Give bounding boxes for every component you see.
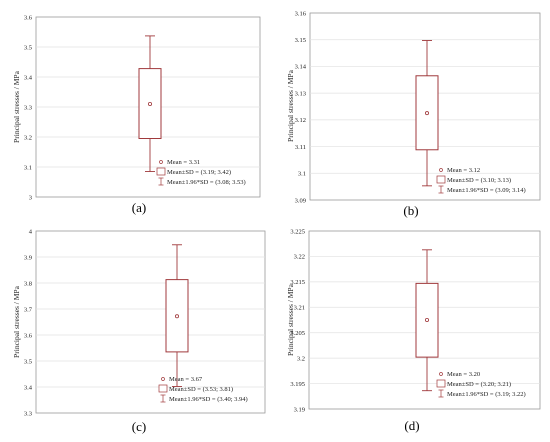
y-tick-label: 3.5 xyxy=(24,358,32,365)
y-tick-label: 3.225 xyxy=(290,228,305,235)
y-tick-label: 3.09 xyxy=(295,197,306,204)
y-axis-label: Principal stresses / MPa xyxy=(286,283,295,356)
legend-sd-text: Mean±SD = (3.10; 3.13) xyxy=(447,177,511,184)
y-tick-label: 3.3 xyxy=(24,104,32,111)
mean-marker xyxy=(424,111,429,116)
plot-frame xyxy=(308,230,541,410)
mean-marker xyxy=(424,317,429,322)
mean-marker xyxy=(174,314,179,319)
y-tick-label: 3.22 xyxy=(294,254,305,261)
y-axis-label: Principal stresses / MPa xyxy=(12,70,21,143)
legend-sd-symbol xyxy=(156,167,166,176)
legend-sd-symbol xyxy=(436,175,446,184)
panel-label: (a) xyxy=(132,200,146,215)
y-tick-label: 4 xyxy=(29,228,33,235)
y-tick-label: 3.195 xyxy=(290,381,305,388)
y-axis-label: Principal stresses / MPa xyxy=(12,285,21,358)
y-tick-label: 3.8 xyxy=(24,280,32,287)
y-tick-label: 3.14 xyxy=(295,64,307,71)
y-tick-label: 3.15 xyxy=(295,37,306,44)
legend-ci-text: Mean±1.96*SD = (3.19; 3.22) xyxy=(447,391,526,398)
legend-mean-text: Mean = 3.20 xyxy=(447,371,480,378)
y-tick-label: 3.12 xyxy=(295,117,306,124)
y-tick-label: 3.2 xyxy=(24,134,32,141)
y-tick-label: 3.6 xyxy=(24,14,33,21)
legend-ci-text: Mean±1.96*SD = (3.09; 3.14) xyxy=(447,187,526,194)
legend-mean-text: Mean = 3.12 xyxy=(447,167,480,174)
y-tick-label: 3.7 xyxy=(24,306,33,313)
y-tick-label: 3.1 xyxy=(298,171,306,178)
mean-marker xyxy=(147,102,152,107)
legend-mean-symbol xyxy=(159,160,163,164)
y-tick-label: 3.19 xyxy=(294,406,305,413)
legend-sd-text: Mean±SD = (3.53; 3.81) xyxy=(169,386,233,393)
legend-ci-text: Mean±1.96*SD = (3.08; 3.53) xyxy=(167,179,246,186)
y-tick-label: 3.215 xyxy=(290,279,305,286)
y-tick-label: 3.16 xyxy=(295,10,307,17)
y-tick-label: 3 xyxy=(29,194,32,201)
sd-box xyxy=(165,279,189,353)
panel-d: 3.19 3.195 3.2 3.205 3.21 3.215 3.22 3.225 Princ… xyxy=(286,228,541,433)
legend-mean-symbol xyxy=(439,372,443,376)
y-tick-label: 3.5 xyxy=(24,44,32,51)
y-tick-label: 3.13 xyxy=(295,90,306,97)
legend-mean-text: Mean = 3.31 xyxy=(167,159,200,166)
panel-label: (d) xyxy=(404,418,419,433)
y-tick-label: 3.2 xyxy=(297,355,305,362)
y-tick-label: 3.4 xyxy=(24,74,33,81)
panel-label: (c) xyxy=(132,419,146,434)
y-tick-label: 3.9 xyxy=(24,254,32,261)
y-tick-label: 3.4 xyxy=(24,384,33,391)
y-tick-label: 3.3 xyxy=(24,410,32,417)
plot-frame xyxy=(309,12,541,201)
panel-label: (b) xyxy=(403,203,418,218)
sd-box xyxy=(138,68,162,139)
panel-c: 3.3 3.4 3.5 3.6 3.7 3.8 3.9 4 Principal stresses… xyxy=(12,228,266,434)
y-tick-label: 3.21 xyxy=(294,305,305,312)
legend-mean-text: Mean = 3.67 xyxy=(169,376,203,383)
panel-b: 3.09 3.1 3.11 3.12 3.13 3.14 3.15 3.16 Principal… xyxy=(286,10,541,218)
sd-box xyxy=(415,75,439,151)
y-tick-label: 3.1 xyxy=(24,164,32,171)
legend-sd-text: Mean±SD = (3.19; 3.42) xyxy=(167,169,231,176)
y-tick-label: 3.6 xyxy=(24,332,33,339)
sd-box xyxy=(415,282,439,358)
y-axis-label: Principal stresses / MPa xyxy=(286,69,295,142)
legend-ci-text: Mean±1.96*SD = (3.40; 3.94) xyxy=(169,396,248,403)
y-tick-label: 3.11 xyxy=(295,144,306,151)
y-tick-label: 3.205 xyxy=(290,330,305,337)
legend-sd-text: Mean±SD = (3.20; 3.21) xyxy=(447,381,511,388)
legend-sd-symbol xyxy=(158,384,168,393)
panel-a: 3 3.1 3.2 3.3 3.4 3.5 3.6 Principal stresses / … xyxy=(12,14,261,215)
plot-frame xyxy=(35,230,266,414)
legend-mean-symbol xyxy=(161,377,165,381)
legend-mean-symbol xyxy=(439,168,443,172)
legend-sd-symbol xyxy=(436,379,446,388)
